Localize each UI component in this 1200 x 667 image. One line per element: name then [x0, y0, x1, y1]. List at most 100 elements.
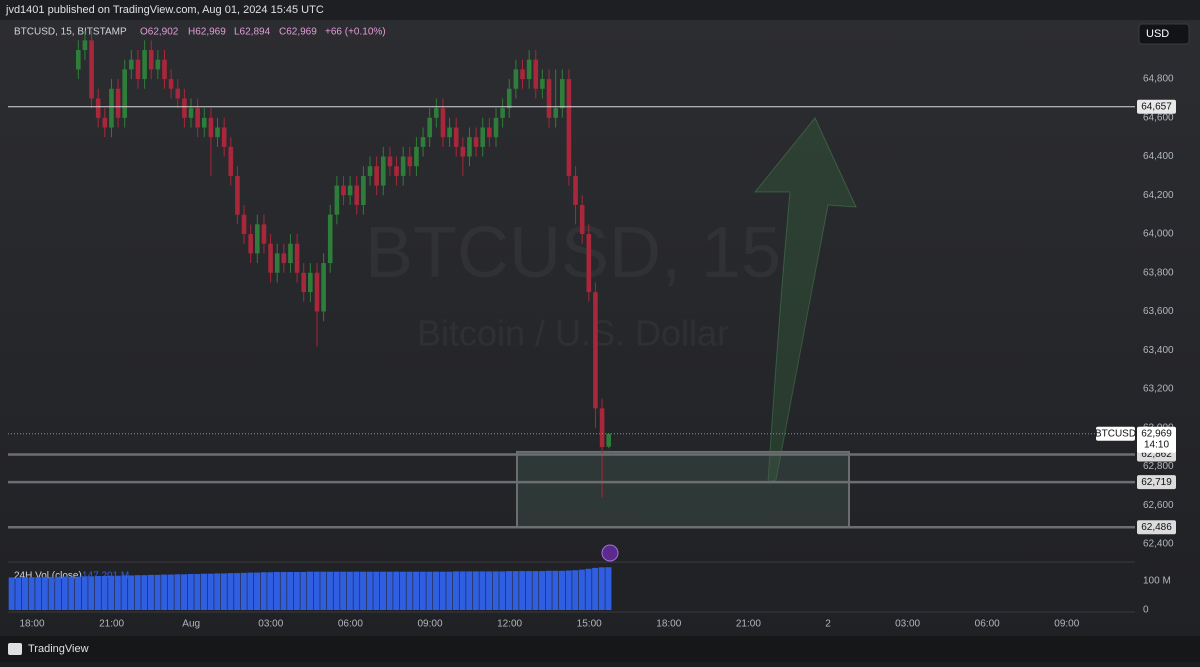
volume-bar [393, 571, 400, 610]
volume-bar [519, 571, 526, 610]
volume-bar [128, 575, 135, 610]
candle-body [354, 185, 360, 205]
legend-high: H62,969 [188, 27, 226, 38]
candle-body [208, 117, 214, 138]
candle-body [566, 79, 572, 176]
event-icon[interactable] [601, 544, 619, 562]
footer-bg [0, 636, 1200, 662]
zone [516, 450, 850, 529]
candle-body [294, 243, 300, 273]
level-tag: 62,719 [1141, 477, 1172, 488]
volume-bar [373, 571, 380, 610]
x-tick-label: 15:00 [577, 619, 602, 630]
volume-bar [307, 571, 314, 610]
volume-bar [413, 571, 420, 610]
candle-body [102, 117, 108, 128]
volume-bar [439, 571, 446, 610]
candle-body [526, 59, 532, 80]
candle-body [500, 108, 505, 118]
volume-bar [466, 571, 473, 610]
legend-close: C62,969 [279, 27, 317, 38]
watermark-title: BTCUSD, 15 [365, 213, 781, 293]
candle-body [76, 50, 81, 70]
header: jvd1401 published on TradingView.com, Au… [5, 4, 324, 16]
candle-body [122, 69, 128, 118]
volume-bar [181, 574, 188, 610]
x-tick-label: 09:00 [1054, 619, 1079, 630]
candle-body [414, 146, 419, 167]
candle-body [155, 59, 161, 70]
volume-bar [406, 571, 413, 610]
candle-body [168, 79, 174, 89]
candle-body [380, 156, 386, 186]
currency-button[interactable] [1138, 23, 1190, 45]
volume-bar [74, 576, 82, 610]
candle-body [540, 79, 545, 89]
volume-bar [300, 571, 307, 610]
candle-body [407, 156, 413, 167]
x-tick-label: Aug [182, 619, 200, 630]
candle-body [586, 234, 592, 293]
x-tick-label: 2 [825, 619, 831, 630]
volume-bar [161, 574, 168, 610]
y-tick-label: 64,600 [1143, 112, 1174, 123]
volume-bar [227, 573, 234, 610]
candle-body [506, 88, 512, 109]
volume-bar [114, 575, 121, 610]
candle-body [261, 224, 267, 244]
currency-label[interactable]: USD [1146, 28, 1169, 40]
volume-bar [280, 571, 287, 610]
x-tick-label: 18:00 [656, 619, 681, 630]
level-tag: 64,657 [1141, 101, 1172, 112]
volume-bar [598, 567, 605, 610]
volume-bar [8, 577, 15, 610]
volume-bar [234, 573, 241, 610]
volume-bar [333, 571, 340, 610]
volume-bar [486, 571, 493, 610]
volume-bar [459, 571, 466, 610]
y-tick-label: 62,800 [1143, 461, 1174, 472]
volume-bar [399, 571, 406, 610]
volume-bar [35, 577, 42, 610]
volume-bar [101, 576, 108, 610]
candle-body [182, 98, 187, 118]
candle-body [374, 166, 379, 186]
candle-body [314, 272, 320, 312]
volume-bar [558, 570, 566, 610]
volume-bar [419, 571, 426, 610]
volume-bar [220, 573, 227, 610]
candle-body [579, 204, 585, 235]
candle-body [573, 175, 578, 205]
volume-bar [313, 571, 320, 610]
volume-bar [605, 567, 612, 610]
volume-bar [28, 577, 35, 610]
watermark-subtitle: Bitcoin / U.S. Dollar [417, 313, 729, 354]
volume-bar [48, 576, 55, 610]
volume-bar [479, 571, 486, 610]
volume-bar [81, 576, 88, 610]
volume-bar [207, 573, 214, 610]
candle-body [321, 263, 326, 312]
volume-bar [499, 571, 506, 610]
volume-bar [539, 571, 546, 610]
candle-body [341, 185, 346, 196]
volume-tick-label: 0 [1143, 605, 1149, 616]
volume-bar [167, 574, 174, 610]
volume-bar [386, 571, 393, 610]
candle-body [175, 88, 181, 99]
candle-body [480, 127, 486, 147]
candle-body [367, 166, 373, 176]
candle-body [460, 146, 466, 157]
volume-bar [326, 571, 333, 610]
volume-bar [174, 574, 181, 610]
volume-bar [492, 571, 499, 610]
candle-body [115, 88, 121, 118]
candle-body [235, 175, 240, 215]
candle-body [82, 40, 88, 51]
level-tag-bg [1137, 475, 1176, 490]
candle-body [241, 214, 247, 235]
candle-body [188, 108, 194, 118]
volume-bar [21, 577, 28, 610]
x-tick-label: 06:00 [338, 619, 363, 630]
